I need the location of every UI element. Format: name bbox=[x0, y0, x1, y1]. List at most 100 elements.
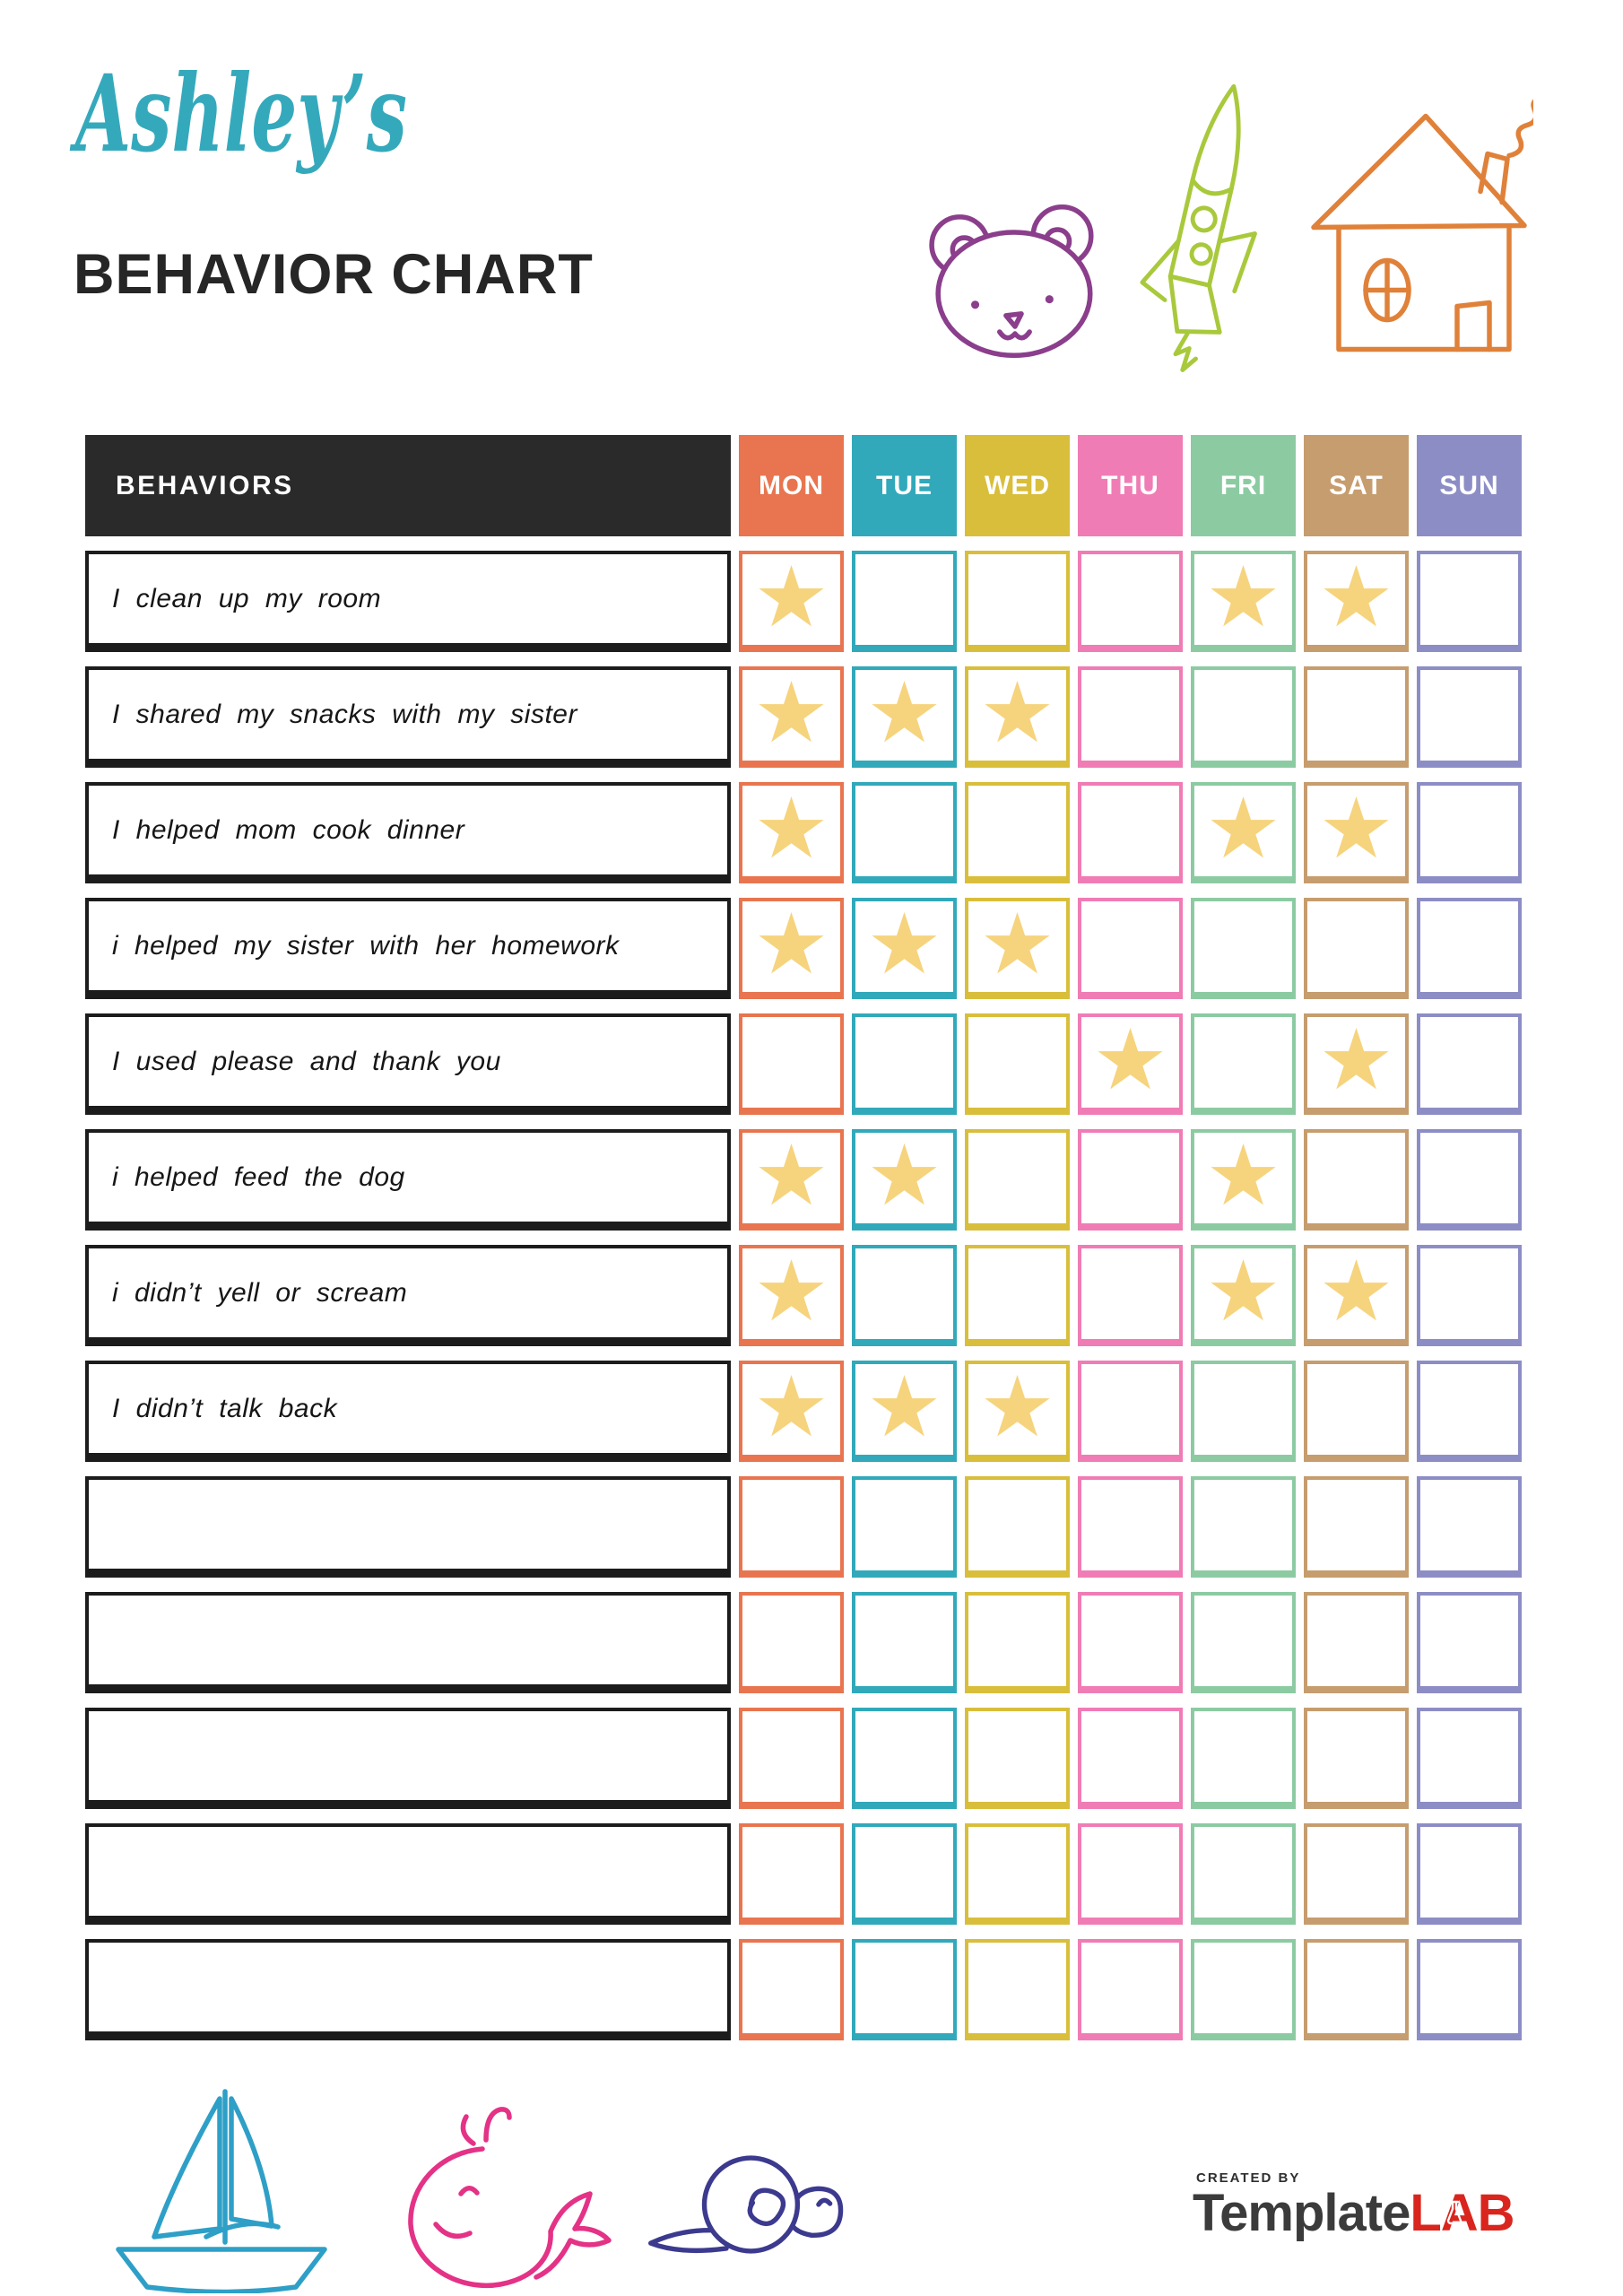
cell-mon-row-2[interactable]: ★ bbox=[739, 666, 844, 768]
cell-wed-row-2[interactable]: ★ bbox=[965, 666, 1070, 768]
cell-tue-row-2[interactable]: ★ bbox=[852, 666, 957, 768]
cell-fri-row-12[interactable] bbox=[1191, 1823, 1296, 1925]
cell-mon-row-9[interactable] bbox=[739, 1476, 844, 1578]
cell-sat-row-8[interactable] bbox=[1304, 1361, 1409, 1462]
cell-fri-row-7[interactable]: ★ bbox=[1191, 1245, 1296, 1346]
cell-tue-row-10[interactable] bbox=[852, 1592, 957, 1693]
cell-fri-row-11[interactable] bbox=[1191, 1708, 1296, 1809]
cell-thu-row-7[interactable] bbox=[1078, 1245, 1183, 1346]
cell-wed-row-12[interactable] bbox=[965, 1823, 1070, 1925]
cell-tue-row-9[interactable] bbox=[852, 1476, 957, 1578]
cell-thu-row-5[interactable]: ★ bbox=[1078, 1013, 1183, 1115]
cell-mon-row-5[interactable] bbox=[739, 1013, 844, 1115]
behavior-label-row-4[interactable]: i helped my sister with her homework bbox=[85, 898, 731, 999]
cell-wed-row-3[interactable] bbox=[965, 782, 1070, 883]
cell-sun-row-3[interactable] bbox=[1417, 782, 1522, 883]
cell-sat-row-2[interactable] bbox=[1304, 666, 1409, 768]
cell-fri-row-10[interactable] bbox=[1191, 1592, 1296, 1693]
cell-thu-row-6[interactable] bbox=[1078, 1129, 1183, 1231]
cell-wed-row-8[interactable]: ★ bbox=[965, 1361, 1070, 1462]
cell-sat-row-3[interactable]: ★ bbox=[1304, 782, 1409, 883]
cell-sun-row-11[interactable] bbox=[1417, 1708, 1522, 1809]
cell-wed-row-6[interactable] bbox=[965, 1129, 1070, 1231]
behavior-label-row-3[interactable]: I helped mom cook dinner bbox=[85, 782, 731, 883]
cell-mon-row-10[interactable] bbox=[739, 1592, 844, 1693]
cell-wed-row-9[interactable] bbox=[965, 1476, 1070, 1578]
cell-sat-row-12[interactable] bbox=[1304, 1823, 1409, 1925]
cell-thu-row-3[interactable] bbox=[1078, 782, 1183, 883]
cell-sun-row-12[interactable] bbox=[1417, 1823, 1522, 1925]
cell-sat-row-7[interactable]: ★ bbox=[1304, 1245, 1409, 1346]
cell-tue-row-13[interactable] bbox=[852, 1939, 957, 2040]
cell-mon-row-11[interactable] bbox=[739, 1708, 844, 1809]
cell-thu-row-8[interactable] bbox=[1078, 1361, 1183, 1462]
behavior-label-row-10[interactable] bbox=[85, 1592, 731, 1693]
cell-sun-row-7[interactable] bbox=[1417, 1245, 1522, 1346]
cell-thu-row-12[interactable] bbox=[1078, 1823, 1183, 1925]
cell-wed-row-5[interactable] bbox=[965, 1013, 1070, 1115]
cell-sun-row-10[interactable] bbox=[1417, 1592, 1522, 1693]
cell-thu-row-13[interactable] bbox=[1078, 1939, 1183, 2040]
cell-thu-row-11[interactable] bbox=[1078, 1708, 1183, 1809]
cell-wed-row-10[interactable] bbox=[965, 1592, 1070, 1693]
behavior-label-row-11[interactable] bbox=[85, 1708, 731, 1809]
cell-tue-row-3[interactable] bbox=[852, 782, 957, 883]
behavior-label-row-7[interactable]: i didn’t yell or scream bbox=[85, 1245, 731, 1346]
cell-sun-row-1[interactable] bbox=[1417, 551, 1522, 652]
cell-fri-row-3[interactable]: ★ bbox=[1191, 782, 1296, 883]
cell-sun-row-4[interactable] bbox=[1417, 898, 1522, 999]
cell-thu-row-9[interactable] bbox=[1078, 1476, 1183, 1578]
cell-tue-row-4[interactable]: ★ bbox=[852, 898, 957, 999]
cell-thu-row-2[interactable] bbox=[1078, 666, 1183, 768]
cell-mon-row-4[interactable]: ★ bbox=[739, 898, 844, 999]
cell-mon-row-6[interactable]: ★ bbox=[739, 1129, 844, 1231]
behavior-label-row-12[interactable] bbox=[85, 1823, 731, 1925]
cell-sun-row-13[interactable] bbox=[1417, 1939, 1522, 2040]
cell-mon-row-7[interactable]: ★ bbox=[739, 1245, 844, 1346]
cell-sat-row-13[interactable] bbox=[1304, 1939, 1409, 2040]
cell-sat-row-10[interactable] bbox=[1304, 1592, 1409, 1693]
cell-mon-row-8[interactable]: ★ bbox=[739, 1361, 844, 1462]
cell-sat-row-4[interactable] bbox=[1304, 898, 1409, 999]
cell-tue-row-7[interactable] bbox=[852, 1245, 957, 1346]
cell-fri-row-2[interactable] bbox=[1191, 666, 1296, 768]
cell-sat-row-11[interactable] bbox=[1304, 1708, 1409, 1809]
cell-fri-row-6[interactable]: ★ bbox=[1191, 1129, 1296, 1231]
cell-sat-row-5[interactable]: ★ bbox=[1304, 1013, 1409, 1115]
cell-thu-row-10[interactable] bbox=[1078, 1592, 1183, 1693]
cell-sun-row-6[interactable] bbox=[1417, 1129, 1522, 1231]
cell-tue-row-1[interactable] bbox=[852, 551, 957, 652]
cell-wed-row-11[interactable] bbox=[965, 1708, 1070, 1809]
cell-wed-row-13[interactable] bbox=[965, 1939, 1070, 2040]
cell-fri-row-1[interactable]: ★ bbox=[1191, 551, 1296, 652]
cell-tue-row-6[interactable]: ★ bbox=[852, 1129, 957, 1231]
cell-sun-row-2[interactable] bbox=[1417, 666, 1522, 768]
cell-fri-row-8[interactable] bbox=[1191, 1361, 1296, 1462]
cell-wed-row-7[interactable] bbox=[965, 1245, 1070, 1346]
cell-mon-row-1[interactable]: ★ bbox=[739, 551, 844, 652]
cell-sat-row-6[interactable] bbox=[1304, 1129, 1409, 1231]
behavior-label-row-2[interactable]: I shared my snacks with my sister bbox=[85, 666, 731, 768]
cell-tue-row-5[interactable] bbox=[852, 1013, 957, 1115]
cell-sun-row-5[interactable] bbox=[1417, 1013, 1522, 1115]
cell-sat-row-9[interactable] bbox=[1304, 1476, 1409, 1578]
cell-fri-row-9[interactable] bbox=[1191, 1476, 1296, 1578]
cell-thu-row-1[interactable] bbox=[1078, 551, 1183, 652]
cell-tue-row-12[interactable] bbox=[852, 1823, 957, 1925]
cell-fri-row-13[interactable] bbox=[1191, 1939, 1296, 2040]
behavior-label-row-13[interactable] bbox=[85, 1939, 731, 2040]
cell-wed-row-4[interactable]: ★ bbox=[965, 898, 1070, 999]
cell-tue-row-11[interactable] bbox=[852, 1708, 957, 1809]
cell-mon-row-13[interactable] bbox=[739, 1939, 844, 2040]
cell-mon-row-3[interactable]: ★ bbox=[739, 782, 844, 883]
behavior-label-row-9[interactable] bbox=[85, 1476, 731, 1578]
cell-fri-row-5[interactable] bbox=[1191, 1013, 1296, 1115]
behavior-label-row-1[interactable]: I clean up my room bbox=[85, 551, 731, 652]
cell-tue-row-8[interactable]: ★ bbox=[852, 1361, 957, 1462]
cell-fri-row-4[interactable] bbox=[1191, 898, 1296, 999]
cell-thu-row-4[interactable] bbox=[1078, 898, 1183, 999]
behavior-label-row-5[interactable]: I used please and thank you bbox=[85, 1013, 731, 1115]
behavior-label-row-6[interactable]: i helped feed the dog bbox=[85, 1129, 731, 1231]
cell-sat-row-1[interactable]: ★ bbox=[1304, 551, 1409, 652]
cell-mon-row-12[interactable] bbox=[739, 1823, 844, 1925]
